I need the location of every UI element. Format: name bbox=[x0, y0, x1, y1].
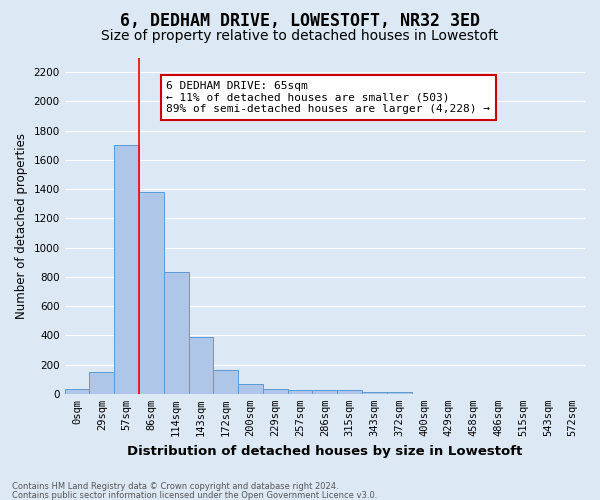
Bar bbox=[214, 370, 238, 394]
Text: Contains HM Land Registry data © Crown copyright and database right 2024.: Contains HM Land Registry data © Crown c… bbox=[12, 482, 338, 491]
Bar bbox=[89, 372, 114, 394]
Bar bbox=[65, 390, 89, 394]
Text: Size of property relative to detached houses in Lowestoft: Size of property relative to detached ho… bbox=[101, 29, 499, 43]
Text: 6, DEDHAM DRIVE, LOWESTOFT, NR32 3ED: 6, DEDHAM DRIVE, LOWESTOFT, NR32 3ED bbox=[120, 12, 480, 30]
Bar bbox=[139, 192, 164, 394]
Bar bbox=[188, 337, 214, 394]
Bar bbox=[313, 390, 337, 394]
Bar bbox=[362, 392, 387, 394]
Y-axis label: Number of detached properties: Number of detached properties bbox=[15, 132, 28, 318]
Bar bbox=[238, 384, 263, 394]
X-axis label: Distribution of detached houses by size in Lowestoft: Distribution of detached houses by size … bbox=[127, 444, 523, 458]
Bar bbox=[337, 390, 362, 394]
Bar bbox=[387, 392, 412, 394]
Bar bbox=[263, 390, 287, 394]
Text: Contains public sector information licensed under the Open Government Licence v3: Contains public sector information licen… bbox=[12, 490, 377, 500]
Bar bbox=[114, 145, 139, 394]
Bar bbox=[164, 272, 188, 394]
Bar bbox=[287, 390, 313, 394]
Text: 6 DEDHAM DRIVE: 65sqm
← 11% of detached houses are smaller (503)
89% of semi-det: 6 DEDHAM DRIVE: 65sqm ← 11% of detached … bbox=[166, 81, 490, 114]
